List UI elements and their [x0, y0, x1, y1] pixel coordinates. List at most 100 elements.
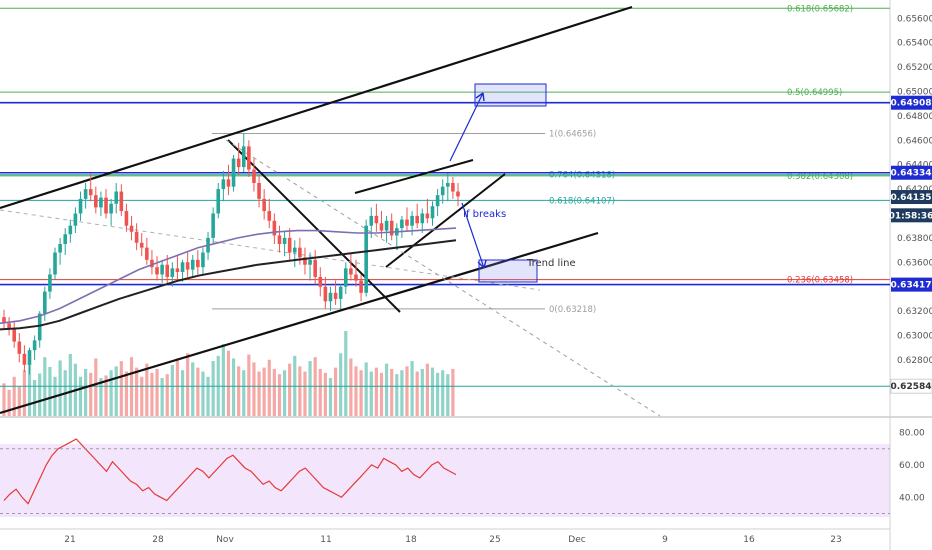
drawings	[0, 5, 661, 417]
rsi-line	[3, 438, 457, 505]
candle-body	[211, 213, 215, 238]
volume-bar	[104, 375, 108, 416]
candle-body	[73, 213, 78, 226]
arrow-down-line	[461, 202, 485, 269]
candle-body	[216, 189, 221, 214]
target-box-lower	[478, 259, 538, 283]
candle-body	[435, 195, 440, 207]
candle-body	[328, 292, 333, 302]
candle-body	[267, 211, 272, 221]
volume-bar	[2, 383, 6, 416]
price-tick-label: 0.65000	[897, 87, 932, 97]
price-tick-label: 0.63600	[897, 258, 932, 268]
price-axis-tag-label: 0.64135	[891, 193, 932, 203]
volume-bar	[252, 362, 256, 416]
lower-channel-line	[0, 231, 599, 415]
candle-body	[165, 264, 170, 277]
volume-bar	[420, 368, 424, 416]
horizontal-levels	[0, 101, 890, 387]
candle-body	[104, 197, 108, 214]
candle-body	[359, 280, 363, 293]
volume-bar	[226, 350, 231, 416]
rsi-band	[0, 444, 890, 517]
candle-body	[313, 259, 317, 277]
price-tick-label: 0.65600	[897, 14, 932, 24]
fib-level-label: 0.618(0.64107)	[549, 196, 615, 206]
price-pane[interactable]	[0, 0, 890, 416]
volume-bar	[446, 374, 450, 416]
volume-bar	[282, 370, 287, 416]
volume-bar	[410, 361, 414, 416]
candle-body	[109, 203, 113, 214]
wedge-lower-line	[385, 173, 506, 268]
candle-body	[247, 146, 251, 170]
price-axis-tag	[891, 190, 932, 205]
candle-body	[53, 252, 57, 275]
volume-bars	[2, 331, 455, 416]
volume-bar	[374, 367, 378, 416]
volume-bar	[155, 368, 159, 416]
candle-body	[12, 328, 17, 342]
volume-bar	[170, 365, 174, 416]
volume-bar	[344, 331, 348, 416]
rsi-tick-label: 60.00	[899, 461, 925, 471]
volume-bar	[68, 353, 72, 416]
candle-body	[145, 247, 149, 260]
annotation-trend-line: Trend line	[526, 258, 576, 269]
volume-bar	[333, 367, 338, 416]
volume-bar	[303, 371, 307, 416]
time-tick-label: 9	[662, 535, 668, 545]
candle-body	[134, 231, 139, 243]
time-tick-label: 18	[405, 535, 417, 545]
candle-body	[63, 234, 68, 244]
candle-body	[114, 191, 119, 204]
volume-bar	[405, 366, 409, 416]
candle-body	[150, 259, 154, 268]
candle-body	[405, 219, 409, 226]
candle-body	[48, 274, 52, 292]
volume-bar	[257, 371, 261, 416]
arrow-up-line	[449, 92, 484, 162]
price-tags: 0.64908 0.64334 0.64135 01:58:36 0.63417 0.62…	[889, 95, 932, 394]
price-tick-label: 0.65200	[897, 63, 932, 73]
candle-body	[369, 215, 374, 226]
candle-body	[430, 206, 435, 219]
candle-body	[170, 268, 175, 277]
price-tick-label: 0.65400	[897, 39, 932, 49]
volume-bar	[99, 378, 103, 416]
volume-bar	[175, 358, 180, 416]
candle-body	[7, 323, 11, 329]
price-tick-label: 0.64600	[897, 136, 932, 146]
volume-bar	[415, 371, 419, 416]
candle-body	[241, 146, 246, 168]
volume-bar	[12, 376, 16, 416]
price-tick-label: 0.64800	[897, 112, 932, 122]
volume-bar	[84, 368, 88, 416]
volume-bar	[369, 371, 373, 416]
volume-bar	[349, 358, 353, 416]
volume-bar	[94, 358, 98, 416]
volume-bar	[318, 368, 322, 416]
time-tick-label: 23	[830, 535, 841, 545]
volume-bar	[272, 368, 276, 416]
fib-level-label: 0.764(0.64318)	[549, 171, 615, 181]
volume-bar	[328, 378, 333, 416]
volume-bar	[22, 370, 27, 416]
candle-body	[180, 262, 185, 273]
candle-body	[175, 268, 180, 273]
candle-body	[272, 220, 277, 236]
volume-bar	[242, 370, 246, 416]
candle-body	[257, 182, 261, 199]
candle-body	[445, 182, 450, 187]
candle-body	[323, 286, 328, 302]
volume-bar	[150, 372, 154, 416]
time-tick-label: 25	[489, 535, 500, 545]
volume-bar	[27, 363, 32, 416]
fib-level-label: 0.618(0.65682)	[787, 4, 853, 14]
price-tick-label: 0.64400	[897, 161, 932, 171]
candle-body	[37, 313, 42, 341]
volume-bar	[206, 376, 210, 416]
fib-level-label: 0.236(0.63458)	[787, 276, 853, 286]
volume-bar	[114, 366, 118, 416]
